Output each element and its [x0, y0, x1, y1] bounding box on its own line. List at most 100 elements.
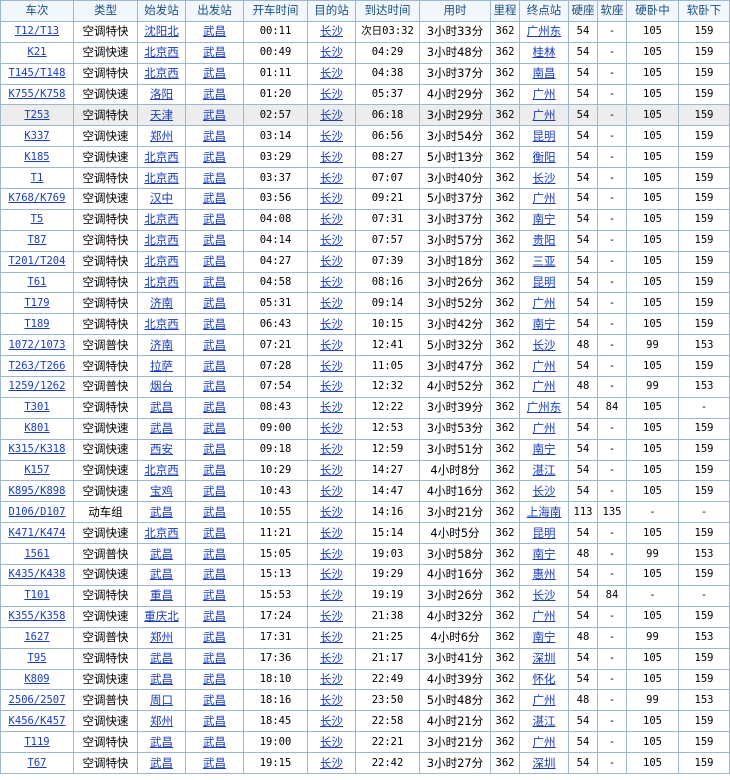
origin-station-link[interactable]: 武昌 [150, 651, 173, 666]
destination-station-link[interactable]: 长沙 [320, 379, 343, 394]
departure-station-link[interactable]: 武昌 [203, 651, 226, 666]
departure-station-link[interactable]: 武昌 [203, 400, 226, 415]
destination-station-link[interactable]: 长沙 [320, 525, 343, 540]
origin-station-link[interactable]: 西安 [150, 442, 173, 457]
train-number-link[interactable]: T253 [24, 108, 50, 121]
destination-station-link[interactable]: 长沙 [320, 671, 343, 686]
terminal-station-link[interactable]: 广州 [532, 692, 556, 707]
terminal-station-link[interactable]: 三亚 [532, 254, 556, 269]
train-number-link[interactable]: T101 [24, 589, 50, 602]
departure-station-link[interactable]: 武昌 [203, 295, 226, 310]
terminal-station-link[interactable]: 湛江 [532, 463, 556, 478]
destination-station-link[interactable]: 长沙 [320, 295, 343, 310]
departure-station-link[interactable]: 武昌 [203, 567, 226, 582]
train-number-link[interactable]: K456/K457 [8, 714, 66, 727]
destination-station-link[interactable]: 长沙 [320, 651, 343, 666]
terminal-station-link[interactable]: 南宁 [532, 212, 556, 227]
train-number-link[interactable]: K337 [24, 129, 50, 142]
train-number-link[interactable]: K755/K758 [8, 88, 66, 100]
terminal-station-link[interactable]: 南昌 [532, 66, 556, 81]
terminal-station-link[interactable]: 怀化 [532, 671, 556, 686]
terminal-station-link[interactable]: 昆明 [532, 275, 556, 290]
departure-station-link[interactable]: 武昌 [203, 630, 226, 645]
departure-station-link[interactable]: 武昌 [203, 546, 226, 561]
train-number-link[interactable]: 1561 [24, 547, 50, 560]
terminal-station-link[interactable]: 桂林 [532, 45, 556, 60]
destination-station-link[interactable]: 长沙 [320, 337, 343, 352]
departure-station-link[interactable]: 武昌 [203, 24, 226, 39]
train-number-link[interactable]: 2506/2507 [8, 693, 66, 706]
departure-station-link[interactable]: 武昌 [203, 379, 226, 394]
terminal-station-link[interactable]: 长沙 [532, 337, 556, 352]
terminal-station-link[interactable]: 贵阳 [532, 233, 556, 248]
departure-station-link[interactable]: 武昌 [203, 442, 226, 457]
train-number-link[interactable]: T61 [27, 276, 47, 289]
origin-station-link[interactable]: 北京西 [144, 463, 179, 478]
origin-station-link[interactable]: 沈阳北 [144, 24, 179, 39]
destination-station-link[interactable]: 长沙 [320, 358, 343, 373]
departure-station-link[interactable]: 武昌 [203, 671, 226, 686]
terminal-station-link[interactable]: 广州东 [526, 24, 562, 39]
origin-station-link[interactable]: 济南 [150, 295, 173, 310]
train-number-link[interactable]: K21 [27, 46, 47, 59]
train-number-link[interactable]: T179 [24, 296, 50, 309]
terminal-station-link[interactable]: 广州 [532, 191, 556, 206]
destination-station-link[interactable]: 长沙 [320, 400, 343, 415]
train-number-link[interactable]: K355/K358 [8, 610, 66, 623]
train-number-link[interactable]: T1 [30, 171, 44, 184]
terminal-station-link[interactable]: 上海南 [526, 504, 562, 519]
terminal-station-link[interactable]: 深圳 [532, 755, 556, 770]
destination-station-link[interactable]: 长沙 [320, 463, 343, 478]
origin-station-link[interactable]: 北京西 [144, 525, 179, 540]
origin-station-link[interactable]: 武昌 [150, 504, 173, 519]
train-number-link[interactable]: K471/K474 [8, 526, 66, 539]
origin-station-link[interactable]: 武昌 [150, 400, 173, 415]
train-number-link[interactable]: D106/D107 [8, 505, 66, 518]
train-number-link[interactable]: T145/T148 [8, 67, 66, 80]
destination-station-link[interactable]: 长沙 [320, 275, 343, 290]
origin-station-link[interactable]: 武昌 [150, 755, 173, 770]
train-number-link[interactable]: T263/T266 [8, 359, 66, 372]
origin-station-link[interactable]: 重昌 [150, 588, 173, 603]
departure-station-link[interactable]: 武昌 [203, 337, 226, 352]
destination-station-link[interactable]: 长沙 [320, 191, 343, 206]
departure-station-link[interactable]: 武昌 [203, 149, 226, 164]
origin-station-link[interactable]: 北京西 [144, 316, 179, 331]
destination-station-link[interactable]: 长沙 [320, 609, 343, 624]
terminal-station-link[interactable]: 湛江 [532, 713, 556, 728]
departure-station-link[interactable]: 武昌 [203, 463, 226, 478]
destination-station-link[interactable]: 长沙 [320, 45, 343, 60]
train-number-link[interactable]: T301 [24, 401, 50, 414]
destination-station-link[interactable]: 长沙 [320, 233, 343, 248]
destination-station-link[interactable]: 长沙 [320, 149, 343, 164]
train-number-link[interactable]: 1072/1073 [8, 338, 66, 351]
destination-station-link[interactable]: 长沙 [320, 128, 343, 143]
terminal-station-link[interactable]: 广州 [532, 358, 556, 373]
origin-station-link[interactable]: 北京西 [144, 170, 179, 185]
departure-station-link[interactable]: 武昌 [203, 233, 226, 248]
destination-station-link[interactable]: 长沙 [320, 442, 343, 457]
departure-station-link[interactable]: 武昌 [203, 504, 226, 519]
origin-station-link[interactable]: 北京西 [144, 149, 179, 164]
destination-station-link[interactable]: 长沙 [320, 546, 343, 561]
origin-station-link[interactable]: 北京西 [144, 233, 179, 248]
terminal-station-link[interactable]: 昆明 [532, 525, 556, 540]
terminal-station-link[interactable]: 惠州 [532, 567, 556, 582]
origin-station-link[interactable]: 烟台 [150, 379, 173, 394]
departure-station-link[interactable]: 武昌 [203, 170, 226, 185]
terminal-station-link[interactable]: 广州 [532, 87, 556, 101]
departure-station-link[interactable]: 武昌 [203, 734, 226, 749]
departure-station-link[interactable]: 武昌 [203, 692, 226, 707]
origin-station-link[interactable]: 郑州 [150, 713, 173, 728]
terminal-station-link[interactable]: 衡阳 [532, 149, 556, 164]
origin-station-link[interactable]: 拉萨 [150, 358, 173, 373]
terminal-station-link[interactable]: 广州 [532, 421, 556, 436]
destination-station-link[interactable]: 长沙 [320, 630, 343, 645]
destination-station-link[interactable]: 长沙 [320, 692, 343, 707]
destination-station-link[interactable]: 长沙 [320, 212, 343, 227]
train-number-link[interactable]: T12/T13 [14, 25, 60, 38]
origin-station-link[interactable]: 汉中 [150, 191, 173, 206]
terminal-station-link[interactable]: 南宁 [532, 442, 556, 457]
destination-station-link[interactable]: 长沙 [320, 734, 343, 749]
terminal-station-link[interactable]: 南宁 [532, 316, 556, 331]
